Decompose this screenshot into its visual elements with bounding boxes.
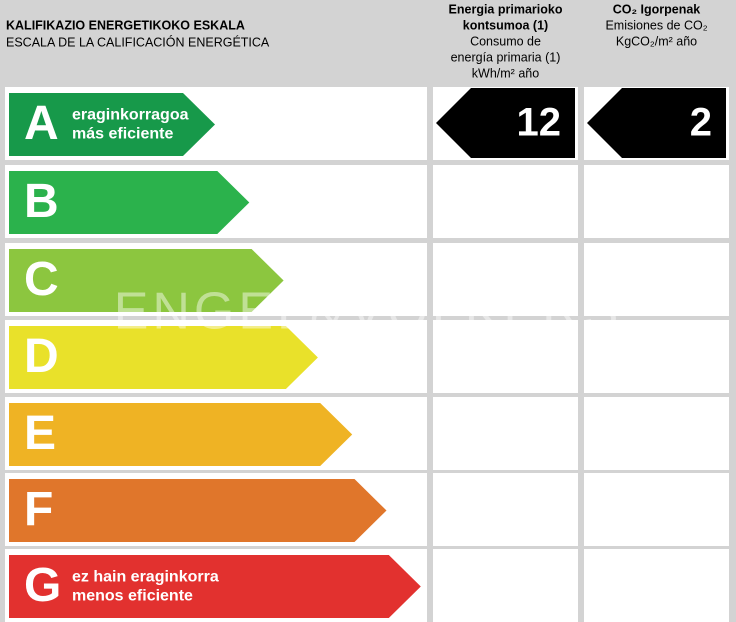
- title: KALIFIKAZIO ENERGETIKOKO ESKALA: [6, 18, 245, 32]
- rating-arrow: [9, 171, 250, 234]
- rating-letter: D: [24, 330, 59, 383]
- indicator-value: 2: [690, 101, 712, 145]
- value-cell: [584, 165, 729, 238]
- indicator-value: 12: [517, 101, 562, 145]
- rating-letter: E: [24, 407, 56, 460]
- column-subtitle: kWh/m² año: [472, 66, 539, 80]
- indicator-arrow: [436, 88, 575, 158]
- rating-letter: A: [24, 97, 59, 150]
- value-cell: [433, 165, 578, 238]
- subtitle: ESCALA DE LA CALIFICACIÓN ENERGÉTICA: [6, 34, 270, 49]
- rating-label: menos eficiente: [72, 588, 193, 605]
- rating-arrow: [9, 249, 284, 312]
- value-cell: [584, 243, 729, 316]
- rating-label: ez hain eraginkorra: [72, 569, 219, 586]
- column-title: Energia primarioko: [449, 2, 563, 16]
- rating-letter: G: [24, 559, 61, 612]
- value-cell: [584, 473, 729, 546]
- column-title: CO₂ Igorpenak: [613, 2, 701, 16]
- rating-letter: C: [24, 253, 59, 306]
- value-cell: [433, 473, 578, 546]
- value-cell: [433, 549, 578, 622]
- rating-arrow: [9, 93, 215, 156]
- rating-letter: B: [24, 175, 59, 228]
- value-cell: [433, 397, 578, 470]
- column-subtitle: KgCO₂/m² año: [616, 34, 697, 48]
- value-cell: [433, 243, 578, 316]
- column-title: kontsumoa (1): [463, 18, 548, 32]
- rating-label: eraginkorragoa: [72, 107, 189, 124]
- value-cell: [584, 320, 729, 393]
- indicator-arrow: [587, 88, 726, 158]
- column-subtitle: energía primaria (1): [451, 50, 561, 64]
- rating-arrow: [9, 555, 421, 618]
- rating-label: más eficiente: [72, 126, 173, 143]
- rating-arrow: [9, 479, 387, 542]
- value-cell: [584, 549, 729, 622]
- rating-arrow: [9, 403, 353, 466]
- rating-letter: F: [24, 483, 53, 536]
- column-subtitle: Consumo de: [470, 34, 541, 48]
- value-cell: [433, 320, 578, 393]
- rating-arrow: [9, 326, 318, 389]
- watermark: ENGEL&VÖLKERS: [114, 283, 623, 341]
- value-cell: [584, 397, 729, 470]
- column-subtitle: Emisiones de CO₂: [605, 18, 707, 32]
